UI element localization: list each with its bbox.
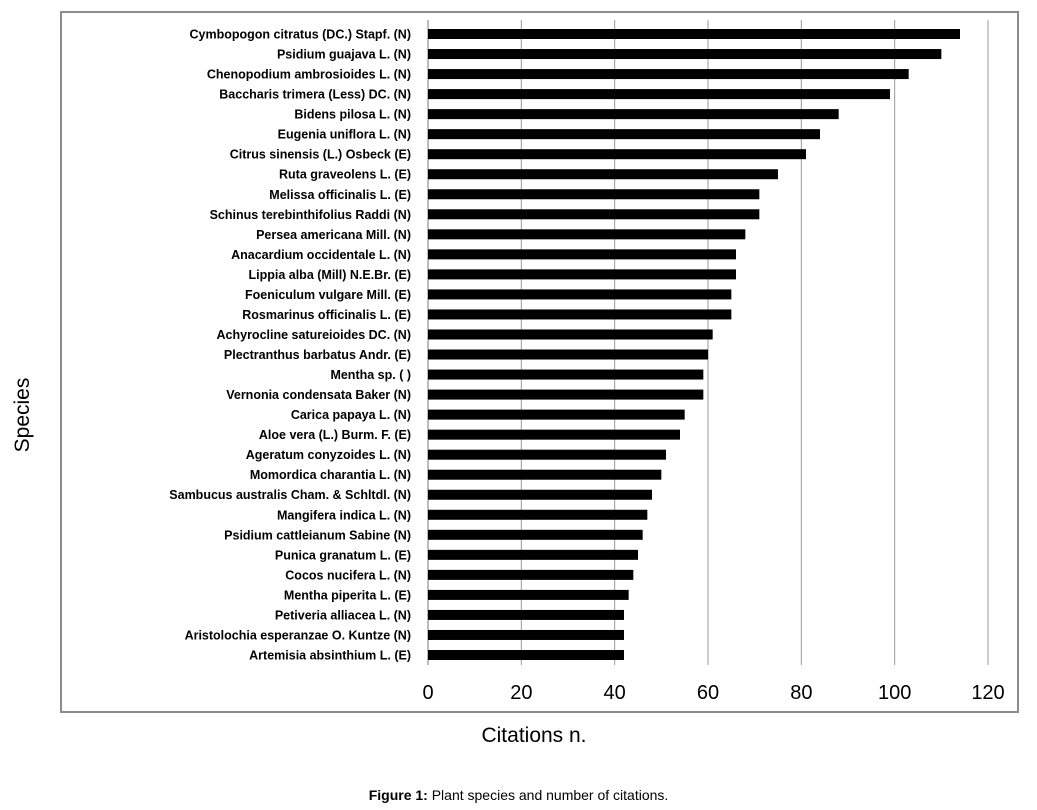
category-label: Aloe vera (L.) Burm. F. (E) — [259, 428, 411, 442]
bar — [428, 249, 736, 260]
bar — [428, 509, 648, 520]
bar — [428, 389, 704, 400]
bar — [428, 69, 909, 80]
bar — [428, 569, 634, 580]
category-label: Sambucus australis Cham. & Schltdl. (N) — [169, 488, 411, 502]
bar — [428, 469, 662, 480]
x-tick-labels: 0 20 40 60 80 100 120 — [422, 682, 1004, 704]
y-axis-title: Species — [11, 378, 34, 453]
category-label: Momordica charantia L. (N) — [250, 468, 411, 482]
x-tick-label: 120 — [971, 682, 1004, 704]
category-label: Citrus sinensis (L.) Osbeck (E) — [230, 148, 411, 162]
bar — [428, 129, 820, 140]
bar — [428, 149, 806, 160]
bar — [428, 289, 732, 300]
caption-prefix: Figure 1: — [368, 787, 428, 803]
bar — [428, 409, 685, 420]
bar — [428, 589, 629, 600]
category-label: Artemisia absinthium L. (E) — [249, 649, 411, 663]
x-tick-label: 60 — [697, 682, 719, 704]
figure-caption: Figure 1: Plant species and number of ci… — [0, 787, 1037, 803]
bar — [428, 429, 680, 440]
bar — [428, 89, 890, 100]
bar — [428, 169, 778, 180]
category-label: Punica granatum L. (E) — [275, 548, 411, 562]
bar — [428, 269, 736, 280]
category-label: Psidium cattleianum Sabine (N) — [224, 528, 411, 542]
x-tick-label: 40 — [604, 682, 626, 704]
category-label: Rosmarinus officinalis L. (E) — [242, 308, 411, 322]
caption-text: Plant species and number of citations. — [427, 787, 669, 803]
category-label: Persea americana Mill. (N) — [256, 228, 411, 242]
category-label: Mentha sp. ( ) — [330, 368, 411, 382]
category-label: Melissa officinalis L. (E) — [269, 188, 411, 202]
category-label: Plectranthus barbatus Andr. (E) — [224, 348, 411, 362]
bars — [428, 29, 960, 660]
bar — [428, 189, 760, 200]
bar — [428, 629, 624, 640]
category-label: Baccharis trimera (Less) DC. (N) — [219, 88, 411, 102]
category-label: Achyrocline satureioides DC. (N) — [217, 328, 412, 342]
bar — [428, 609, 624, 620]
category-label: Vernonia condensata Baker (N) — [226, 388, 411, 402]
x-tick-label: 0 — [422, 682, 433, 704]
category-label: Eugenia uniflora L. (N) — [278, 128, 411, 142]
category-label: Aristolochia esperanzae O. Kuntze (N) — [185, 628, 411, 642]
bar — [428, 650, 624, 660]
bar — [428, 549, 638, 560]
bar — [428, 449, 666, 460]
bar — [428, 309, 732, 320]
bar — [428, 329, 713, 340]
bar — [428, 369, 704, 380]
bar — [428, 489, 652, 500]
category-label: Petiveria alliacea L. (N) — [275, 608, 411, 622]
bar — [428, 209, 760, 220]
category-label: Mentha piperita L. (E) — [284, 588, 411, 602]
bar — [428, 529, 643, 540]
bar — [428, 229, 746, 240]
category-label: Cocos nucifera L. (N) — [285, 568, 411, 582]
category-label: Bidens pilosa L. (N) — [294, 108, 411, 122]
category-label: Cymbopogon citratus (DC.) Stapf. (N) — [189, 28, 411, 42]
category-label: Schinus terebinthifolius Raddi (N) — [210, 208, 411, 222]
bar-chart: Cymbopogon citratus (DC.) Stapf. (N) Psid… — [11, 11, 1019, 747]
category-labels: Cymbopogon citratus (DC.) Stapf. (N) Psid… — [169, 28, 411, 663]
x-axis-title: Citations n. — [481, 724, 586, 747]
category-label: Chenopodium ambrosioides L. (N) — [207, 68, 411, 82]
category-label: Carica papaya L. (N) — [291, 408, 411, 422]
category-label: Psidium guajava L. (N) — [277, 48, 411, 62]
category-label: Anacardium occidentale L. (N) — [231, 248, 411, 262]
category-label: Mangifera indica L. (N) — [277, 508, 411, 522]
bar — [428, 349, 708, 360]
x-tick-label: 20 — [510, 682, 532, 704]
bar — [428, 49, 942, 60]
category-label: Ageratum conyzoides L. (N) — [246, 448, 411, 462]
x-tick-label: 80 — [790, 682, 812, 704]
category-label: Ruta graveolens L. (E) — [279, 168, 411, 182]
x-tick-label: 100 — [878, 682, 911, 704]
category-label: Foeniculum vulgare Mill. (E) — [245, 288, 411, 302]
bar — [428, 29, 960, 39]
bar — [428, 109, 839, 120]
category-label: Lippia alba (Mill) N.E.Br. (E) — [248, 268, 411, 282]
